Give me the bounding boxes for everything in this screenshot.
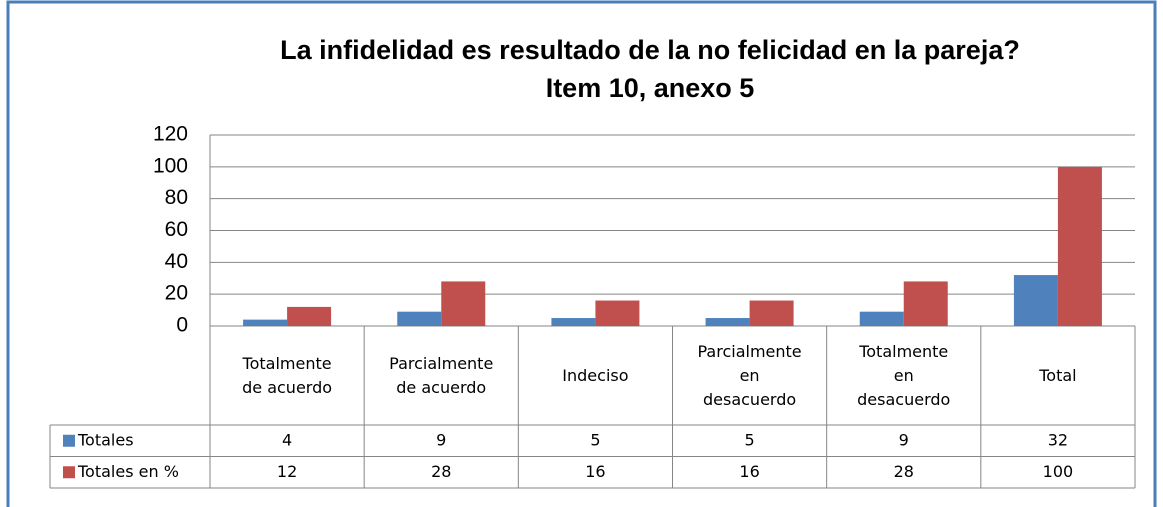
table-value: 12	[277, 462, 297, 481]
category-cell: Parcialmente de acuerdo	[389, 353, 494, 397]
table-value: 16	[585, 462, 605, 481]
bar	[749, 300, 794, 326]
table-value: 32	[1048, 430, 1068, 449]
legend-label: Totales en %	[77, 462, 179, 481]
table-value: 9	[899, 430, 909, 449]
x-tick-label: Parcialmente de acuerdo	[389, 353, 494, 397]
bar	[1013, 275, 1058, 326]
table-value: 5	[590, 430, 600, 449]
bar	[441, 281, 486, 326]
chart-subtitle: Item 10, anexo 5	[546, 73, 755, 103]
table-value: 100	[1043, 462, 1074, 481]
legend-swatch	[63, 466, 75, 479]
x-tick-label: Totalmente en desacuerdo	[857, 341, 951, 409]
table-value: 16	[739, 462, 759, 481]
y-tick-label: 60	[165, 218, 188, 241]
y-tick-label: 0	[176, 314, 188, 337]
bar	[705, 318, 750, 326]
chart-title: La infidelidad es resultado de la no fel…	[280, 35, 1020, 65]
bar	[243, 319, 288, 326]
category-cell: Totalmente de acuerdo	[242, 353, 333, 397]
bar	[595, 300, 640, 326]
y-tick-label: 120	[153, 123, 188, 146]
category-cell: Totalmente en desacuerdo	[857, 341, 951, 409]
x-tick-label: Indeciso	[562, 365, 629, 385]
bar	[287, 306, 332, 326]
table-value: 9	[436, 430, 446, 449]
bar	[859, 311, 904, 326]
category-cell: Total	[1039, 365, 1077, 385]
y-tick-label: 80	[165, 186, 188, 209]
y-tick-label: 100	[153, 154, 188, 177]
x-tick-label: Totalmente de acuerdo	[242, 353, 333, 397]
bar	[1057, 166, 1102, 326]
y-tick-label: 20	[165, 282, 188, 305]
x-tick-label: Total	[1039, 365, 1077, 385]
bar	[903, 281, 948, 326]
bar	[397, 311, 442, 326]
table-value: 5	[744, 430, 754, 449]
table-value: 4	[282, 430, 292, 449]
bar	[551, 318, 596, 326]
table-value: 28	[894, 462, 914, 481]
table-value: 28	[431, 462, 451, 481]
category-cell: Parcialmente en desacuerdo	[697, 341, 802, 409]
x-tick-label: Parcialmente en desacuerdo	[697, 341, 802, 409]
legend-label: Totales	[77, 430, 134, 449]
category-cell: Indeciso	[562, 365, 629, 385]
y-tick-label: 40	[165, 250, 188, 273]
legend-swatch	[63, 434, 75, 447]
chart-border	[6, 0, 1157, 507]
